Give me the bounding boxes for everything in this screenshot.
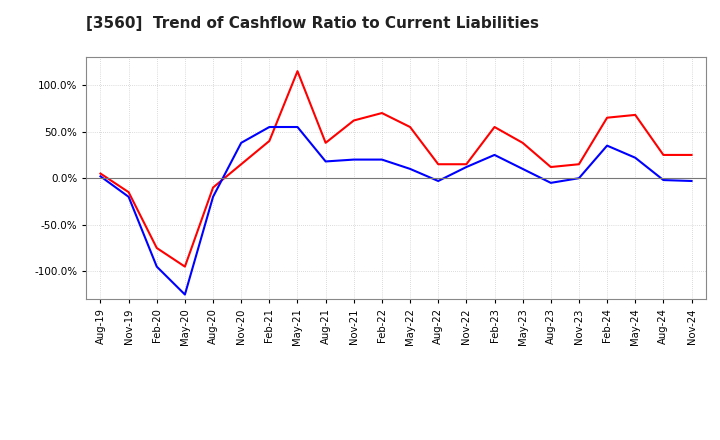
Operating CF to Current Liabilities	[321, 140, 330, 146]
Operating CF to Current Liabilities	[265, 138, 274, 143]
Operating CF to Current Liabilities	[181, 264, 189, 269]
Free CF to Current Liabilities	[434, 178, 443, 183]
Free CF to Current Liabilities	[293, 125, 302, 130]
Operating CF to Current Liabilities	[518, 140, 527, 146]
Free CF to Current Liabilities	[349, 157, 358, 162]
Free CF to Current Liabilities	[490, 152, 499, 158]
Free CF to Current Liabilities	[209, 194, 217, 199]
Operating CF to Current Liabilities	[546, 165, 555, 170]
Line: Operating CF to Current Liabilities: Operating CF to Current Liabilities	[101, 71, 691, 267]
Free CF to Current Liabilities	[181, 292, 189, 297]
Operating CF to Current Liabilities	[631, 112, 639, 117]
Operating CF to Current Liabilities	[462, 161, 471, 167]
Free CF to Current Liabilities	[575, 176, 583, 181]
Operating CF to Current Liabilities	[406, 125, 415, 130]
Operating CF to Current Liabilities	[490, 125, 499, 130]
Free CF to Current Liabilities	[518, 166, 527, 172]
Free CF to Current Liabilities	[631, 155, 639, 160]
Operating CF to Current Liabilities	[209, 185, 217, 190]
Line: Free CF to Current Liabilities: Free CF to Current Liabilities	[101, 127, 691, 294]
Operating CF to Current Liabilities	[237, 161, 246, 167]
Free CF to Current Liabilities	[603, 143, 611, 148]
Operating CF to Current Liabilities	[434, 161, 443, 167]
Free CF to Current Liabilities	[96, 174, 105, 179]
Operating CF to Current Liabilities	[125, 190, 133, 195]
Free CF to Current Liabilities	[125, 194, 133, 199]
Operating CF to Current Liabilities	[96, 171, 105, 176]
Free CF to Current Liabilities	[406, 166, 415, 172]
Free CF to Current Liabilities	[377, 157, 386, 162]
Free CF to Current Liabilities	[153, 264, 161, 269]
Operating CF to Current Liabilities	[153, 246, 161, 251]
Free CF to Current Liabilities	[321, 159, 330, 164]
Operating CF to Current Liabilities	[603, 115, 611, 120]
Free CF to Current Liabilities	[462, 165, 471, 170]
Free CF to Current Liabilities	[237, 140, 246, 146]
Operating CF to Current Liabilities	[377, 110, 386, 116]
Operating CF to Current Liabilities	[659, 152, 667, 158]
Free CF to Current Liabilities	[687, 178, 696, 183]
Free CF to Current Liabilities	[546, 180, 555, 186]
Operating CF to Current Liabilities	[293, 69, 302, 74]
Free CF to Current Liabilities	[265, 125, 274, 130]
Free CF to Current Liabilities	[659, 177, 667, 183]
Operating CF to Current Liabilities	[349, 118, 358, 123]
Operating CF to Current Liabilities	[575, 161, 583, 167]
Operating CF to Current Liabilities	[687, 152, 696, 158]
Text: [3560]  Trend of Cashflow Ratio to Current Liabilities: [3560] Trend of Cashflow Ratio to Curren…	[86, 16, 539, 31]
